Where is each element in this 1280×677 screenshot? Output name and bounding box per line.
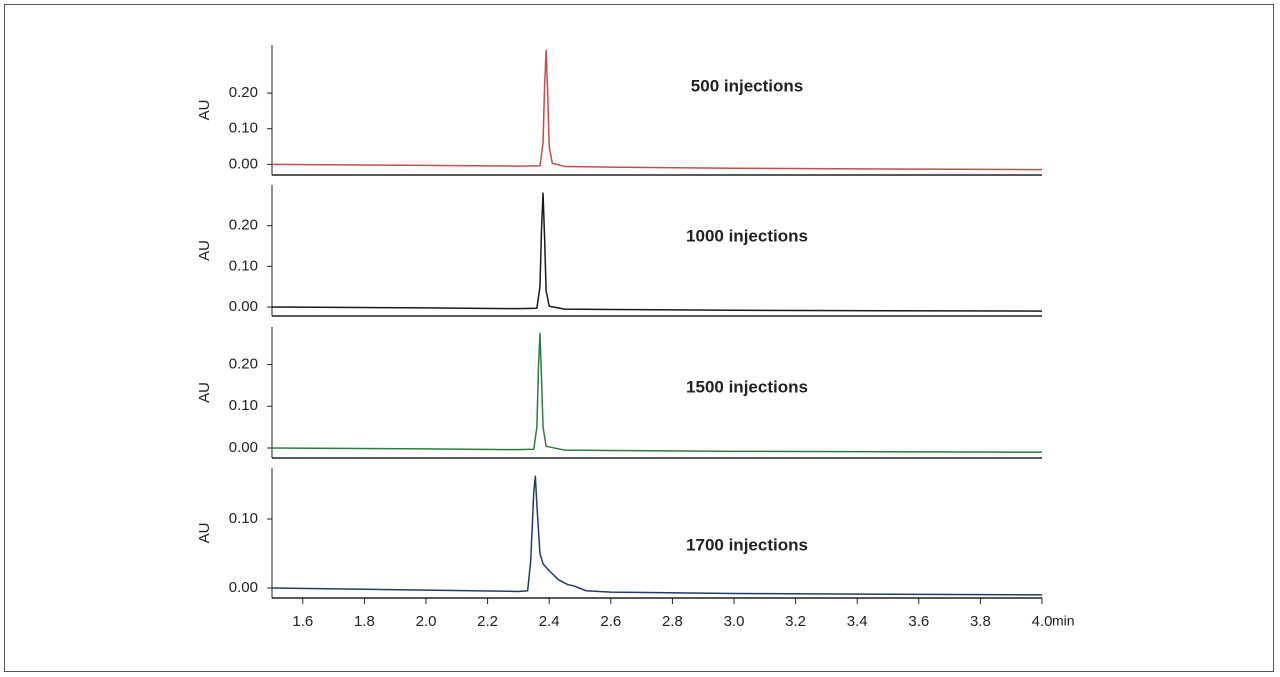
y-tick-label: 0.20 <box>229 356 258 373</box>
x-axis-label: min <box>1052 613 1075 629</box>
y-tick-label: 0.00 <box>229 155 258 172</box>
y-tick-label: 0.00 <box>229 298 258 315</box>
x-tick-label: 2.6 <box>600 613 621 630</box>
x-tick-label: 1.8 <box>354 613 375 630</box>
chromatogram-line <box>271 475 1043 596</box>
y-tick-label: 0.10 <box>229 510 258 527</box>
x-tick-label: 3.2 <box>785 613 806 630</box>
chromatogram-line <box>271 49 1043 171</box>
y-tick-label: 0.10 <box>229 120 258 137</box>
x-tick-label: 3.6 <box>908 613 929 630</box>
x-tick-label: 1.6 <box>292 613 313 630</box>
annotation: 1700 injections <box>686 535 808 554</box>
chromatogram-line <box>271 332 1043 453</box>
annotation: 500 injections <box>691 76 803 95</box>
y-tick-label: 0.20 <box>229 217 258 234</box>
x-tick-label: 2.4 <box>539 613 560 630</box>
x-tick-label: 3.0 <box>724 613 745 630</box>
x-tick-label: 3.4 <box>847 613 868 630</box>
y-axis-label: AU <box>196 240 213 261</box>
x-tick-label: 4.0 <box>1032 613 1053 630</box>
y-tick-label: 0.10 <box>229 257 258 274</box>
y-axis-label: AU <box>196 100 213 121</box>
annotation: 1000 injections <box>686 226 808 245</box>
x-tick-label: 2.2 <box>477 613 498 630</box>
y-axis-label: AU <box>196 523 213 544</box>
y-tick-label: 0.10 <box>229 397 258 414</box>
y-tick-label: 0.00 <box>229 579 258 596</box>
annotation: 1500 injections <box>686 377 808 396</box>
chromatogram-line <box>271 192 1043 312</box>
x-tick-label: 2.8 <box>662 613 683 630</box>
y-tick-label: 0.20 <box>229 84 258 101</box>
frame <box>4 4 1274 672</box>
y-tick-label: 0.00 <box>229 439 258 456</box>
y-axis-label: AU <box>196 382 213 403</box>
x-tick-label: 2.0 <box>416 613 437 630</box>
x-tick-label: 3.8 <box>970 613 991 630</box>
